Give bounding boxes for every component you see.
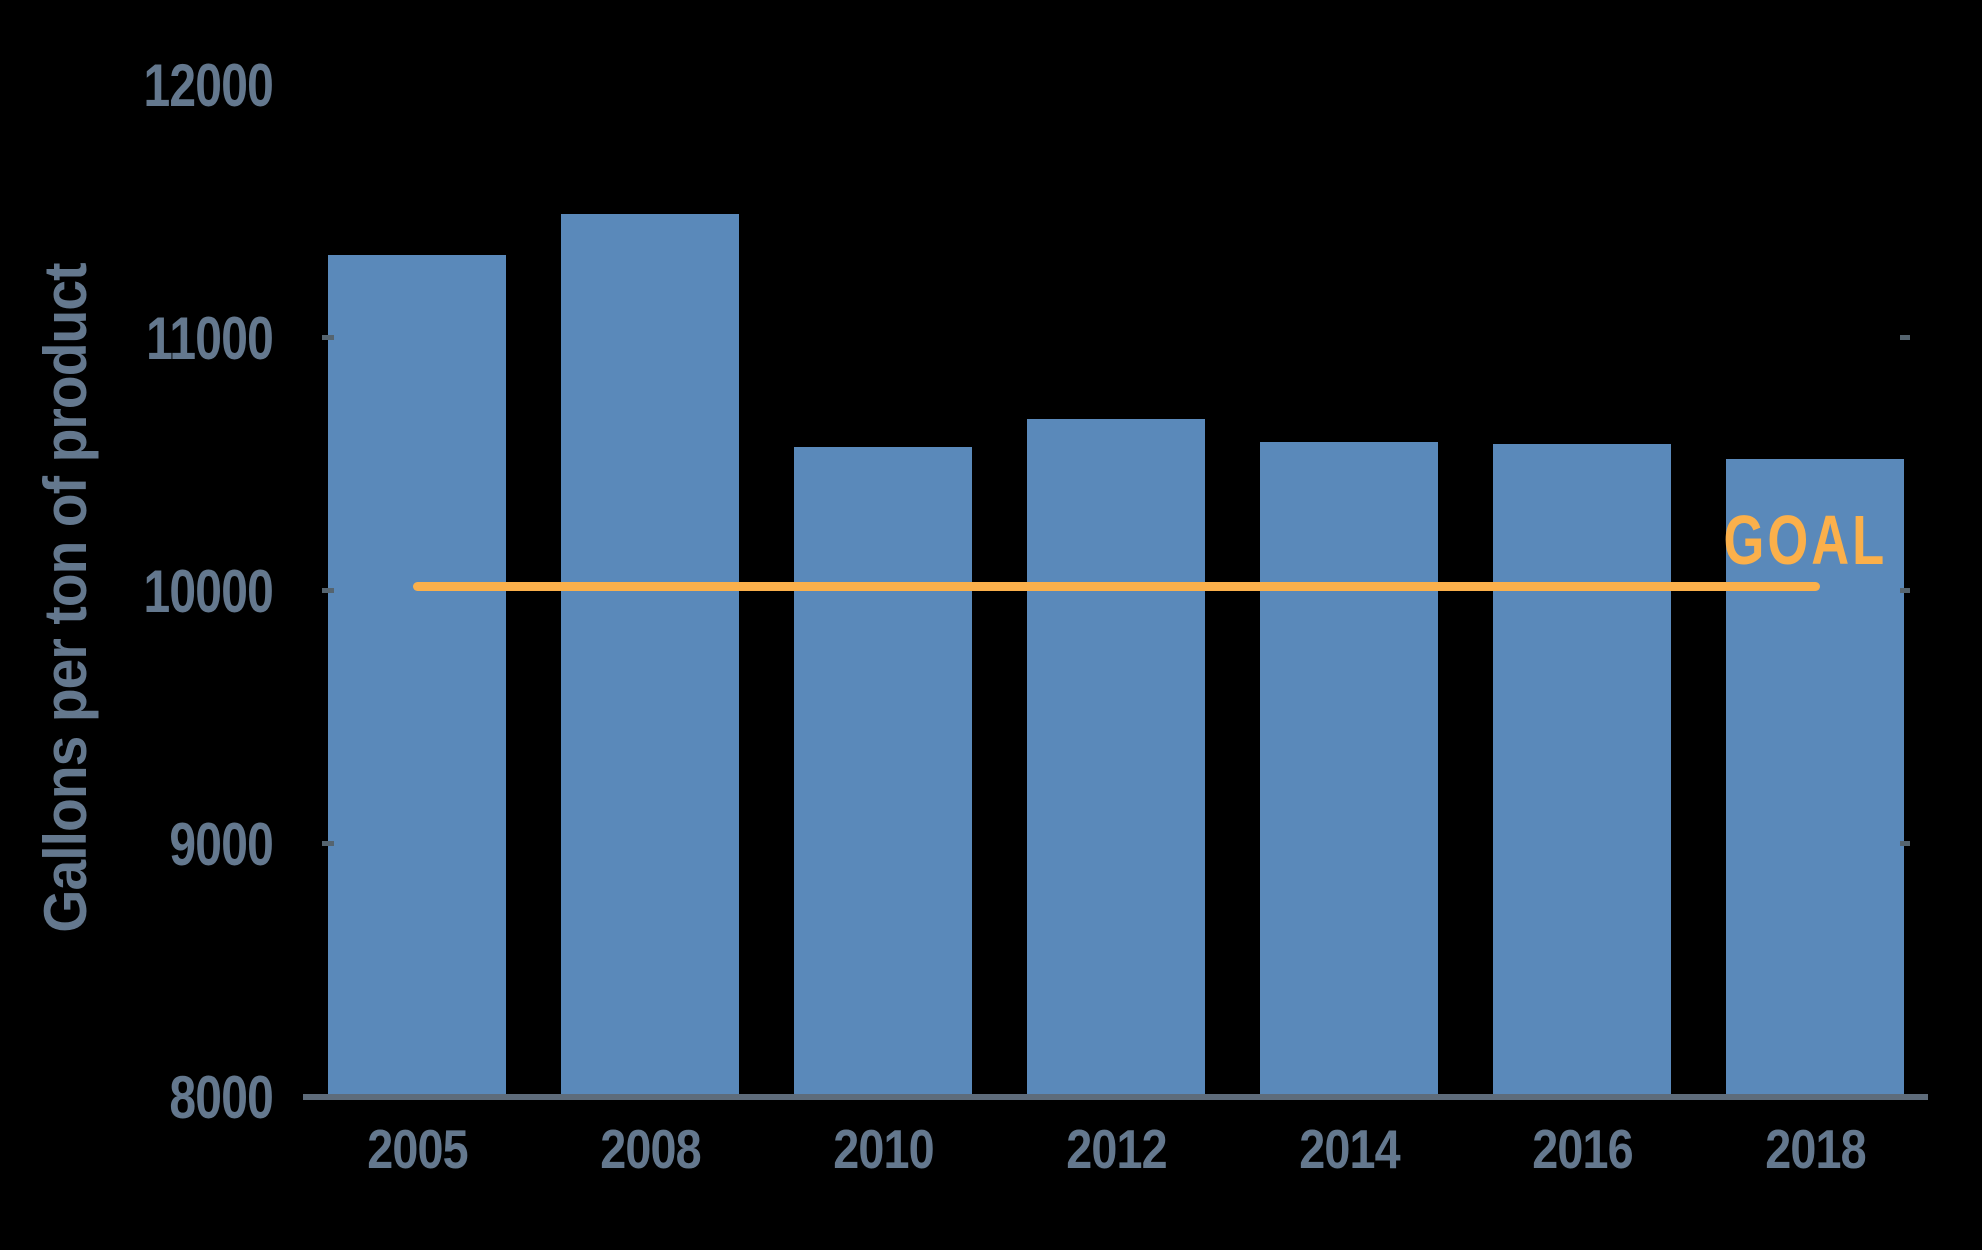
y-tick-label-10000: 10000 bbox=[143, 557, 274, 625]
x-axis-line bbox=[303, 1094, 1928, 1100]
tick-stub-11000 bbox=[1900, 334, 1910, 340]
bar-2008 bbox=[561, 214, 739, 1095]
goal-line bbox=[413, 582, 1820, 591]
bar-2012 bbox=[1027, 418, 1205, 1095]
y-tick-label-9000: 9000 bbox=[169, 810, 273, 878]
x-tick-label-2008: 2008 bbox=[599, 1118, 701, 1180]
bar-2018 bbox=[1726, 459, 1904, 1095]
bar-2005 bbox=[328, 254, 506, 1095]
tick-stub-9000 bbox=[1900, 840, 1910, 846]
tick-stub-10000 bbox=[322, 587, 334, 593]
y-tick-label-11000: 11000 bbox=[146, 304, 274, 372]
tick-stub-9000 bbox=[322, 840, 334, 846]
x-tick-label-2016: 2016 bbox=[1531, 1118, 1633, 1180]
x-tick-label-2010: 2010 bbox=[832, 1118, 934, 1180]
bar-2016 bbox=[1493, 444, 1671, 1095]
bar-2014 bbox=[1260, 441, 1438, 1095]
bar-2010 bbox=[794, 446, 972, 1095]
tick-stub-10000 bbox=[1900, 587, 1910, 593]
y-tick-label-8000: 8000 bbox=[169, 1063, 273, 1131]
x-tick-label-2012: 2012 bbox=[1065, 1118, 1167, 1180]
tick-stub-11000 bbox=[322, 334, 334, 340]
x-tick-label-2005: 2005 bbox=[366, 1118, 468, 1180]
x-tick-label-2014: 2014 bbox=[1298, 1118, 1400, 1180]
y-tick-label-12000: 12000 bbox=[143, 51, 274, 119]
x-tick-label-2018: 2018 bbox=[1764, 1118, 1866, 1180]
goal-label: GOAL bbox=[1723, 501, 1887, 579]
